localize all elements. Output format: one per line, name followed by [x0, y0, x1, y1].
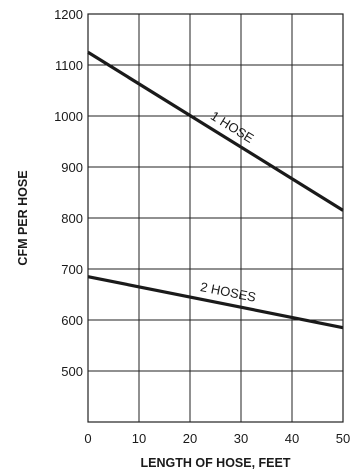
y-tick-label: 800: [61, 211, 83, 226]
y-tick-label: 600: [61, 313, 83, 328]
plot-frame: [87, 13, 344, 423]
x-tick-label: 30: [234, 431, 248, 446]
y-axis-title: CFM PER HOSE: [16, 170, 30, 265]
series-line: [87, 50, 344, 212]
x-tick-label: 50: [336, 431, 350, 446]
chart-series: [87, 50, 344, 330]
x-tick-label: 0: [84, 431, 91, 446]
series-line: [87, 275, 344, 330]
x-tick-labels: 0 10 20 30 40 50: [84, 431, 350, 446]
x-tick-label: 40: [285, 431, 299, 446]
y-tick-label: 900: [61, 160, 83, 175]
y-tick-label: 700: [61, 262, 83, 277]
x-axis-title: LENGTH OF HOSE, FEET: [140, 456, 290, 470]
y-tick-label: 1100: [55, 58, 83, 73]
y-tick-label: 1000: [54, 109, 83, 124]
y-tick-label: 500: [61, 364, 83, 379]
x-tick-label: 10: [132, 431, 146, 446]
x-tick-label: 20: [183, 431, 197, 446]
y-tick-labels: 500 600 700 800 900 1000 1100 1200: [54, 7, 83, 379]
y-tick-label: 1200: [54, 7, 83, 22]
